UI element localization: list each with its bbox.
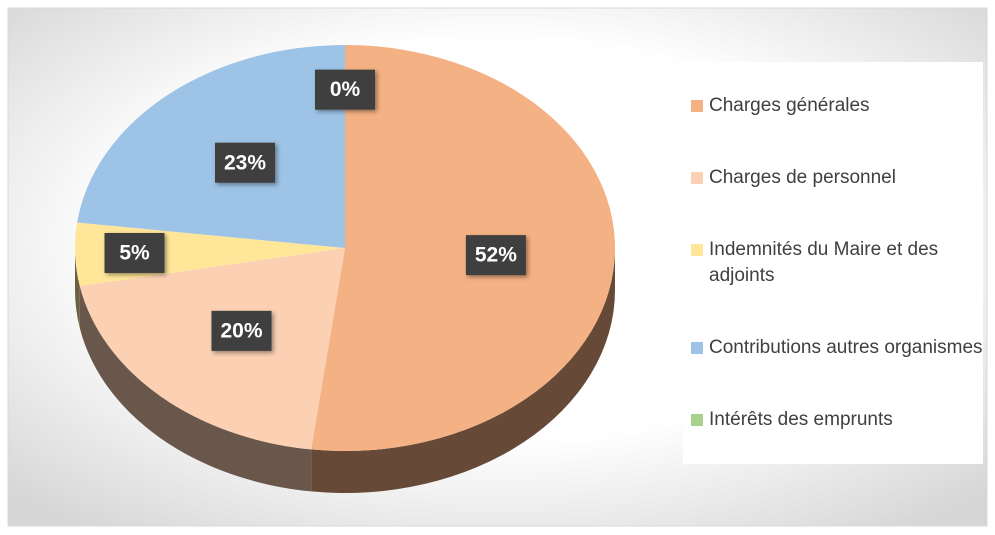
legend-item: Intérêts des emprunts xyxy=(691,407,983,433)
legend-item: Charges générales xyxy=(691,93,983,119)
legend-label: Charges générales xyxy=(709,95,870,116)
legend-swatch xyxy=(691,414,703,426)
legend-label: Charges de personnel xyxy=(709,167,896,188)
slice-side xyxy=(79,286,312,492)
data-label: 23% xyxy=(224,151,266,174)
legend-swatch xyxy=(691,172,703,184)
legend-swatch xyxy=(691,244,703,256)
slice-side xyxy=(311,248,615,493)
legend-item: Contributions autres organismes xyxy=(691,335,983,361)
label-box xyxy=(104,232,165,273)
legend-label: Indemnités du Maire et des adjoints xyxy=(709,239,939,286)
data-label: 20% xyxy=(220,319,262,342)
label-box xyxy=(315,69,375,110)
legend: Charges générales Charges de personnel Ind… xyxy=(683,62,983,464)
slice xyxy=(311,45,616,452)
legend-item: Indemnités du Maire et des adjoints xyxy=(691,237,983,289)
legend-swatch xyxy=(691,342,703,354)
legend-label: Intérêts des emprunts xyxy=(709,409,893,430)
slice-side xyxy=(75,248,80,329)
data-label: 52% xyxy=(475,244,517,267)
data-label: 5% xyxy=(119,242,150,265)
legend-swatch xyxy=(691,100,703,112)
pie: 52% 20% 5% 23% 0% xyxy=(75,45,616,493)
legend-item: Charges de personnel xyxy=(691,165,983,191)
label-box xyxy=(211,310,272,351)
legend-label: Contributions autres organismes xyxy=(709,337,983,358)
label-box xyxy=(215,142,276,183)
label-box xyxy=(465,235,526,276)
data-label: 0% xyxy=(330,78,361,101)
slice xyxy=(77,45,345,248)
